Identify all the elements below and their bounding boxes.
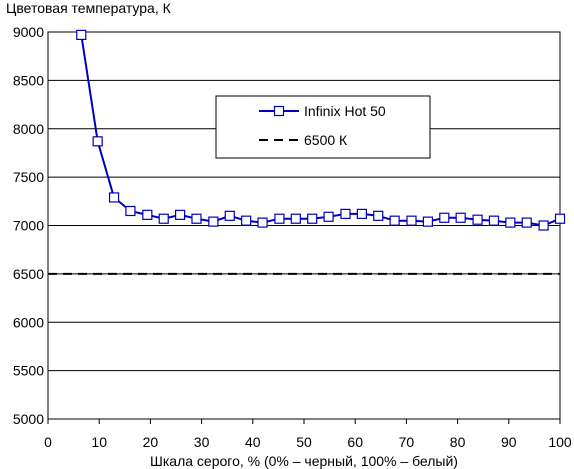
y-tick-label: 6500 — [13, 266, 44, 282]
data-point — [488, 215, 500, 226]
y-tick-label: 5500 — [13, 363, 44, 379]
data-point — [108, 192, 120, 203]
y-tick-label: 7500 — [13, 169, 44, 185]
x-tick-label: 10 — [91, 434, 107, 450]
data-point — [373, 210, 384, 221]
x-tick-label: 20 — [143, 434, 159, 450]
data-point — [439, 212, 450, 223]
x-axis-ticks: 0 10 20 30 40 50 60 70 80 90 100 — [44, 419, 572, 450]
data-point — [455, 212, 466, 223]
x-tick-label: 80 — [450, 434, 466, 450]
data-point — [472, 214, 483, 225]
plot-frame — [47, 31, 561, 420]
data-point — [505, 217, 516, 228]
data-point — [125, 205, 136, 217]
data-point — [174, 209, 186, 220]
gridlines — [48, 31, 560, 420]
y-axis-ticks: 5000 5500 6000 6500 7000 7500 8000 8500 9000 — [13, 24, 44, 427]
x-tick-label: 60 — [347, 434, 363, 450]
data-point — [241, 215, 252, 226]
x-axis-label: Шкала серого, % (0% – черный, 100% – бел… — [150, 453, 458, 469]
data-point — [92, 136, 103, 147]
data-point — [274, 213, 285, 224]
x-tick-label: 90 — [501, 434, 517, 450]
x-tick-label: 40 — [245, 434, 261, 450]
data-point — [340, 208, 351, 219]
data-point — [142, 209, 153, 220]
data-point — [323, 211, 334, 222]
x-tick-label: 100 — [548, 434, 572, 450]
y-tick-label: 9000 — [13, 24, 44, 40]
data-point — [76, 29, 87, 41]
x-tick-label: 0 — [44, 434, 52, 450]
data-point — [356, 208, 367, 219]
legend-label-infinix: Infinix Hot 50 — [304, 103, 386, 119]
legend: Infinix Hot 50 6500 К — [215, 95, 431, 159]
legend-marker-infinix — [273, 105, 285, 117]
y-tick-label: 6000 — [13, 314, 44, 330]
data-point — [191, 213, 202, 224]
y-tick-label: 8500 — [13, 72, 44, 88]
data-point — [224, 210, 235, 221]
x-tick-label: 30 — [194, 434, 210, 450]
y-tick-label: 8000 — [13, 121, 44, 137]
data-point — [521, 217, 532, 228]
data-point — [422, 216, 434, 227]
data-point — [406, 215, 417, 226]
data-point — [208, 216, 219, 227]
chart-title: Цветовая температура, К — [6, 0, 172, 16]
data-point — [257, 217, 268, 228]
data-point — [554, 213, 566, 224]
legend-label-6500: 6500 К — [304, 132, 348, 148]
series-layer — [48, 29, 566, 275]
x-tick-label: 50 — [296, 434, 312, 450]
x-tick-label: 70 — [399, 434, 415, 450]
data-point — [290, 213, 301, 224]
data-point — [158, 213, 169, 224]
y-tick-label: 5000 — [13, 411, 44, 427]
y-tick-label: 7000 — [13, 218, 44, 234]
legend-box — [215, 95, 431, 159]
data-point — [538, 220, 549, 231]
data-point — [389, 215, 400, 226]
data-point — [307, 213, 318, 224]
